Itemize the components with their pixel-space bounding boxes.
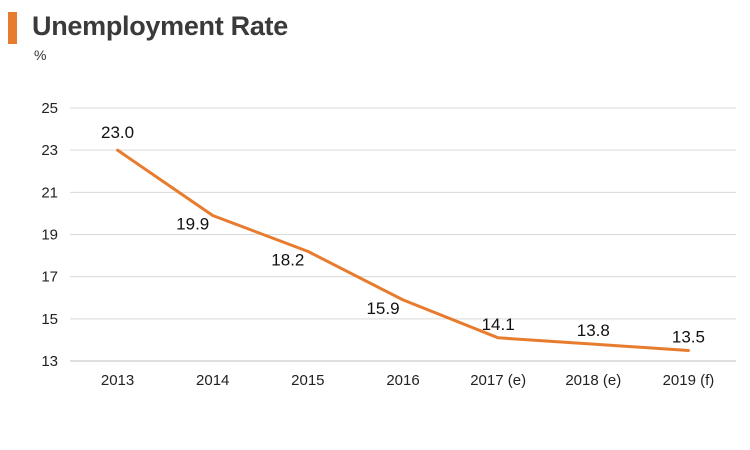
y-axis-ticks: 13 15 17 19 21 23 25: [41, 100, 58, 370]
x-tick-label: 2017 (e): [470, 372, 526, 389]
x-tick-label: 2013: [101, 372, 134, 389]
series-line: [116, 148, 690, 352]
data-label: 13.8: [577, 321, 610, 340]
data-label: 23.0: [101, 123, 134, 142]
x-tick-label: 2014: [196, 372, 229, 389]
x-tick-label: 2019 (f): [663, 372, 715, 389]
data-label: 13.5: [672, 327, 705, 346]
y-tick-label: 19: [41, 227, 58, 244]
title-accent-bar: [8, 12, 17, 44]
page-title: Unemployment Rate: [32, 11, 288, 41]
y-tick-label: 23: [41, 142, 58, 159]
data-label: 19.9: [176, 215, 209, 234]
gridlines: [70, 107, 736, 362]
data-labels: 23.0 19.9 18.2 15.9 14.1 13.8 13.5: [101, 123, 705, 346]
data-label: 18.2: [271, 250, 304, 269]
x-tick-label: 2015: [291, 372, 324, 389]
y-tick-label: 17: [41, 269, 58, 286]
series-group: [116, 148, 690, 352]
y-tick-label: 13: [41, 353, 58, 370]
x-tick-label: 2016: [386, 372, 419, 389]
x-tick-label: 2018 (e): [565, 372, 621, 389]
data-label: 14.1: [482, 315, 515, 334]
y-tick-label: 25: [41, 100, 58, 117]
y-axis-unit-label: %: [34, 47, 47, 63]
y-tick-label: 15: [41, 311, 58, 328]
x-axis-ticks: 2013 2014 2015 2016 2017 (e) 2018 (e) 2019 (f): [101, 372, 714, 389]
data-label: 15.9: [366, 299, 399, 318]
y-tick-label: 21: [41, 184, 58, 201]
